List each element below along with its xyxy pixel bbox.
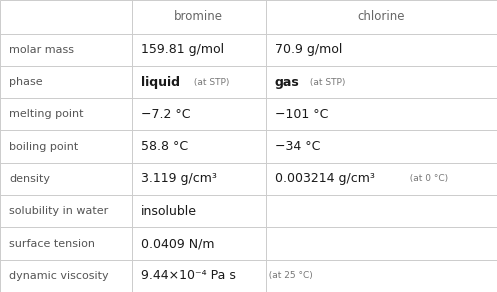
Text: −34 °C: −34 °C <box>275 140 320 153</box>
Text: (at STP): (at STP) <box>191 78 229 86</box>
Text: molar mass: molar mass <box>9 45 74 55</box>
Text: liquid: liquid <box>141 76 179 88</box>
Text: 58.8 °C: 58.8 °C <box>141 140 188 153</box>
Text: phase: phase <box>9 77 43 87</box>
Text: 0.003214 g/cm³: 0.003214 g/cm³ <box>275 173 375 185</box>
Text: chlorine: chlorine <box>358 10 405 23</box>
Text: −7.2 °C: −7.2 °C <box>141 108 190 121</box>
Text: (at 0 °C): (at 0 °C) <box>404 174 448 183</box>
Text: surface tension: surface tension <box>9 239 95 248</box>
Text: (at STP): (at STP) <box>307 78 345 86</box>
Text: (at 25 °C): (at 25 °C) <box>263 271 313 280</box>
Text: 70.9 g/mol: 70.9 g/mol <box>275 43 342 56</box>
Text: −101 °C: −101 °C <box>275 108 328 121</box>
Text: insoluble: insoluble <box>141 205 197 218</box>
Text: 9.44×10⁻⁴ Pa s: 9.44×10⁻⁴ Pa s <box>141 269 236 282</box>
Text: melting point: melting point <box>9 109 83 119</box>
Text: 159.81 g/mol: 159.81 g/mol <box>141 43 224 56</box>
Text: solubility in water: solubility in water <box>9 206 108 216</box>
Text: density: density <box>9 174 50 184</box>
Text: 3.119 g/cm³: 3.119 g/cm³ <box>141 173 217 185</box>
Text: 0.0409 N/m: 0.0409 N/m <box>141 237 214 250</box>
Text: boiling point: boiling point <box>9 142 78 152</box>
Text: dynamic viscosity: dynamic viscosity <box>9 271 108 281</box>
Text: gas: gas <box>275 76 300 88</box>
Text: bromine: bromine <box>174 10 223 23</box>
